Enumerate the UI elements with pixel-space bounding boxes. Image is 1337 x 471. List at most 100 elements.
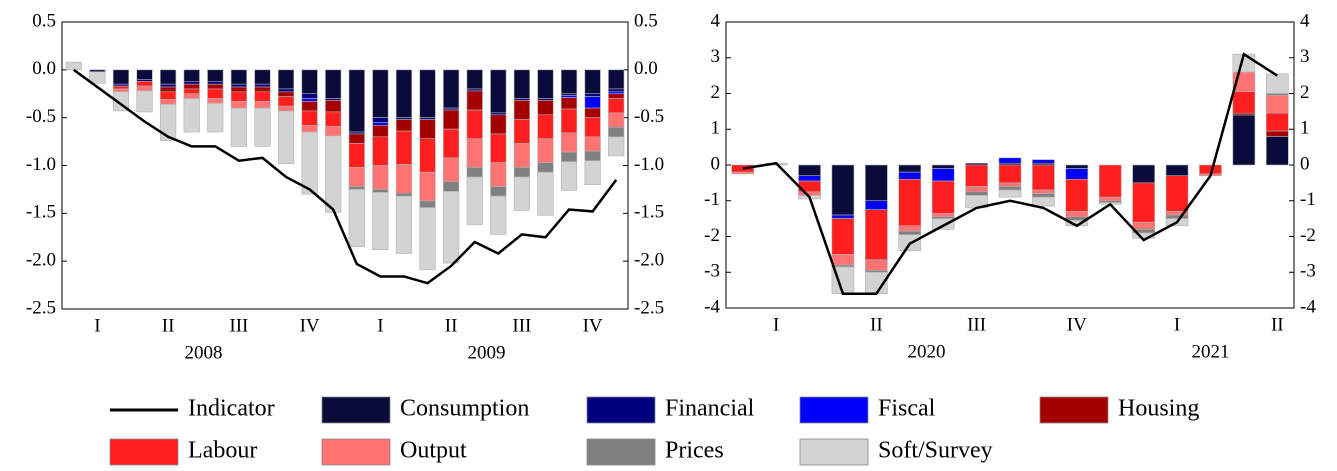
bar-segment: Labour [931, 180, 955, 214]
x-tick-label: III [229, 315, 248, 336]
bar-segment: Soft/Survey [277, 110, 295, 164]
bar-segment: Housing [325, 100, 342, 113]
y-tick-label: -4 [704, 296, 720, 317]
bar-segment: Output [301, 125, 318, 133]
bar-segment: Output [731, 171, 755, 175]
y-tick-label: -1.0 [26, 154, 56, 175]
bar-segment: Housing [230, 86, 247, 93]
bar-segment: Output [584, 136, 601, 152]
y2-tick-label: -2.0 [634, 250, 664, 271]
bar-segment: Labour [1098, 164, 1122, 198]
x-tick-label: II [1271, 314, 1284, 335]
legend-label: Output [400, 438, 467, 464]
x-tick-label: IV [583, 315, 603, 336]
bar-segment: Consumption [1065, 164, 1089, 169]
bar-segment: Consumption [136, 69, 153, 80]
bar-segment: Labour [1132, 182, 1155, 223]
bar-segment: Consumption [112, 69, 130, 85]
bar-segment: Labour [277, 96, 295, 107]
legend-swatch [321, 438, 391, 466]
bar-segment: Financial [277, 88, 295, 93]
bar-segment: Soft/Survey [513, 176, 530, 211]
bar-segment: Labour [136, 81, 153, 87]
bar-segment: Output [325, 125, 342, 137]
bar-segment: Consumption [325, 69, 342, 99]
bar-segment: Output [112, 88, 130, 93]
bar-segment: Soft/Survey [136, 90, 153, 113]
legend-swatch [586, 438, 656, 466]
x-tick-label: II [162, 315, 175, 336]
bar-segment: Housing [584, 107, 601, 118]
bar-segment: Housing [608, 93, 625, 99]
x-tick-label: I [773, 314, 779, 335]
y2-tick-label: 0.0 [634, 58, 658, 79]
bar-segment: Labour [160, 91, 177, 100]
bar-segment: Housing [348, 133, 365, 144]
bar-segment: Fiscal [798, 175, 821, 182]
bar-segment: Prices [348, 186, 365, 190]
bar-segment: Soft/Survey [348, 189, 365, 248]
y-tick-label: 0.5 [32, 10, 56, 31]
bar-segment: Fiscal [584, 96, 601, 109]
bar-segment: Output [931, 212, 955, 218]
indicator-line: Indicator [742, 52, 1278, 295]
bar-segment: Soft/Survey [931, 218, 955, 230]
bar-segment: Consumption [160, 69, 177, 85]
bar-segment: Consumption [301, 69, 318, 95]
bar-segment: Labour [466, 109, 483, 140]
bar-segment: Financial [160, 83, 177, 88]
bar-segment: Labour [395, 130, 413, 165]
bar-segment: Housing [537, 100, 554, 116]
bar-segment: Labour [865, 209, 888, 261]
bar-segment: Financial [254, 83, 271, 88]
bar-segment: Prices [490, 186, 507, 197]
y2-tick-label: 2 [1300, 82, 1310, 103]
bar-segment: Consumption [513, 69, 530, 99]
bar-segment: Consumption [230, 69, 247, 85]
bar-segment: Labour [372, 136, 389, 166]
bar-segment: Soft/Survey [608, 136, 625, 157]
bar-segment: Labour [254, 91, 271, 102]
bar-segment: Consumption [348, 69, 365, 133]
y-tick-label: 2 [711, 82, 721, 103]
y-tick-label: -1.5 [26, 202, 56, 223]
bar-segment: Soft/Survey [65, 61, 82, 71]
bar-segment: Labour [1032, 164, 1055, 191]
legend-swatch [799, 396, 869, 424]
bar-segment: Output [513, 143, 530, 168]
bar-segment: Output [1032, 189, 1055, 194]
bar-segment: Labour [898, 179, 922, 227]
bar-segment: Prices [608, 126, 625, 138]
bar-segment: Consumption [277, 69, 295, 90]
x-group-label: 2008 [185, 342, 223, 363]
bar-segment: Soft/Survey [490, 195, 507, 235]
bar-segment: Fiscal [372, 122, 389, 126]
bar-segment: Financial [608, 88, 625, 93]
bar-segment: Consumption [490, 69, 507, 114]
bar-segment: Prices [537, 162, 554, 173]
bar-segment: Soft/Survey [230, 107, 247, 147]
y2-tick-label: -3 [1300, 261, 1316, 282]
bar-segment: Consumption [395, 69, 413, 118]
bar-segment: Soft/Survey [419, 207, 436, 271]
bar-segment: Consumption [931, 164, 955, 169]
bar-segment: Financial [207, 81, 224, 85]
bar-segment: Consumption [1132, 164, 1155, 184]
y2-tick-label: -2.5 [634, 297, 664, 318]
bar-segment: Output [898, 225, 922, 232]
bar-segment: Output [537, 138, 554, 163]
bar-segment: Prices [419, 200, 436, 208]
bar-segment: Prices [560, 151, 578, 162]
bar-segment: Output [998, 182, 1022, 187]
bar-segment: Prices [513, 167, 530, 178]
bar-segment: Housing [277, 91, 295, 97]
bar-segment: Housing [301, 101, 318, 112]
bar-segment: Labour [584, 117, 601, 138]
bar-segment: Consumption [372, 69, 389, 118]
bar-segment: Output [965, 186, 988, 193]
bar-segment: Prices [584, 150, 601, 162]
y2-tick-label: -4 [1300, 296, 1316, 317]
y2-tick-label: 1 [1300, 118, 1310, 139]
bar-segment: Housing [560, 97, 578, 110]
bar-segment: Output [490, 162, 507, 187]
